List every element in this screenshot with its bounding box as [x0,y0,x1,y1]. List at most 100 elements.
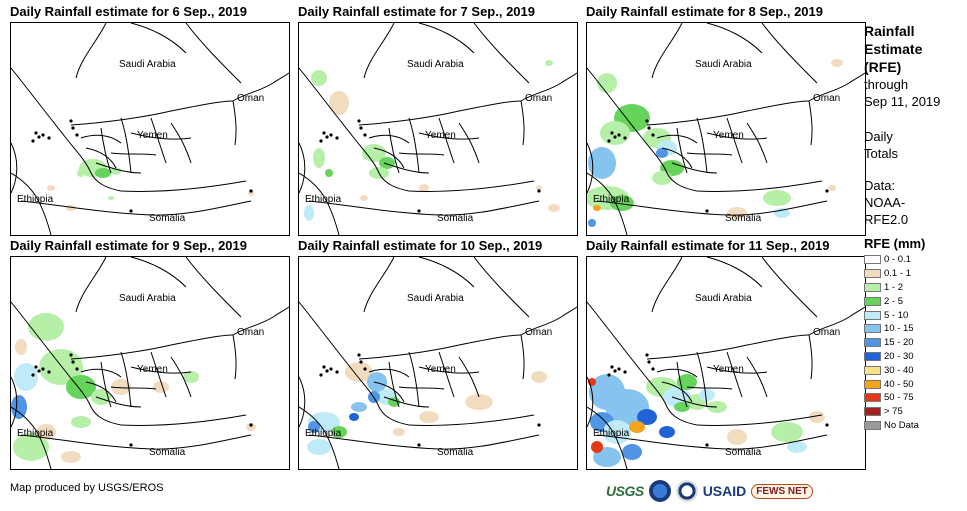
rainfall-area [419,411,439,423]
boundary-line [398,152,445,156]
map-frame: Saudi Arabia Oman Yemen Ethiopia Somalia [586,256,866,470]
legend-label: > 75 [884,406,903,418]
legend-daily: Daily [864,129,893,144]
map-panel-8-sep: Daily Rainfall estimate for 8 Sep., 2019… [586,4,866,236]
country-label-oman: Oman [813,93,841,104]
map-svg [587,23,865,235]
boundary-line [418,257,475,288]
boundary-line [520,100,525,146]
rainfall-area [597,73,617,93]
legend-title-line1: Rainfall [864,23,915,39]
legend-title-line3: (RFE) [864,59,902,75]
rainfall-area [360,195,368,201]
island-mark [71,126,75,130]
rainfall-area [393,428,405,436]
island-mark [329,367,333,371]
rainfall-area [311,70,327,86]
boundary-line [80,368,122,378]
island-mark [249,189,253,193]
island-mark [335,370,339,374]
island-mark [129,443,133,447]
island-mark [41,133,45,137]
island-mark [31,139,35,143]
island-mark [617,367,621,371]
rainfall-area [656,148,668,158]
rainfall-area [610,195,634,211]
panel-title: Daily Rainfall estimate for 6 Sep., 2019 [10,4,247,19]
boundary-line [596,434,828,450]
boundary-line [671,396,718,408]
island-mark [71,360,75,364]
legend-item: 30 - 40 [864,363,964,377]
country-label-saudi-arabia: Saudi Arabia [695,59,752,70]
boundary-line [587,67,823,193]
country-label-saudi-arabia: Saudi Arabia [119,293,176,304]
rainfall-area [351,402,367,412]
boundary-line [100,361,112,408]
map-svg [587,257,865,469]
country-label-yemen: Yemen [425,130,456,141]
island-mark [47,136,51,140]
country-label-ethiopia: Ethiopia [17,428,54,439]
rainfall-area [674,402,690,412]
boundary-line [299,142,306,194]
rainfall-area [246,423,256,431]
country-label-somalia: Somalia [149,447,186,458]
boundary-line [388,361,400,408]
country-label-saudi-arabia: Saudi Arabia [407,59,464,70]
panel-title: Daily Rainfall estimate for 11 Sep., 201… [586,238,830,253]
boundary-line [358,100,522,126]
island-mark [607,139,611,143]
island-mark [417,209,421,213]
country-label-ethiopia: Ethiopia [17,194,54,205]
boundary-line [676,361,688,408]
boundary-line [308,434,540,450]
rainfall-area [349,413,359,421]
boundary-line [408,351,420,408]
rainfall-area [111,379,131,395]
boundary-line [696,351,708,408]
boundary-line [130,366,192,374]
boundary-line [20,434,252,450]
boundary-line [656,134,698,144]
boundary-line [80,134,122,144]
rainfall-area [727,429,747,445]
country-label-oman: Oman [237,327,265,338]
boundary-line [761,257,818,318]
boundary-line [726,117,743,164]
rainfall-area [787,441,807,453]
country-label-yemen: Yemen [425,364,456,375]
boundary-line [671,162,718,174]
boundary-line [11,142,18,194]
boundary-line [185,257,242,318]
legend-item: 15 - 20 [864,336,964,350]
legend-item: 0.1 - 1 [864,267,964,281]
country-label-ethiopia: Ethiopia [593,428,630,439]
rainfall-area [588,219,596,227]
country-label-somalia: Somalia [437,447,474,458]
legend-units: RFE (mm) [864,236,926,251]
island-mark [41,367,45,371]
island-mark [31,373,35,377]
rainfall-area [108,196,114,200]
island-mark [613,369,617,373]
rainfall-area [345,362,373,382]
rainfall-area [14,363,38,391]
boundary-line [651,23,683,79]
boundary-line [458,356,480,398]
island-mark [705,209,709,213]
rainfall-area [13,433,49,461]
usgs-logo: USGS [606,483,644,499]
island-mark [645,119,649,123]
island-mark [322,131,326,135]
rainfall-area [593,205,601,211]
map-frame: Saudi Arabia Oman Yemen Ethiopia Somalia [298,256,578,470]
boundary-line [299,376,306,428]
island-mark [249,423,253,427]
legend-item: 20 - 30 [864,350,964,364]
map-svg [299,257,577,469]
legend-swatch [864,407,881,417]
rainfall-area [368,391,380,403]
legend-label: 0 - 0.1 [884,254,911,266]
